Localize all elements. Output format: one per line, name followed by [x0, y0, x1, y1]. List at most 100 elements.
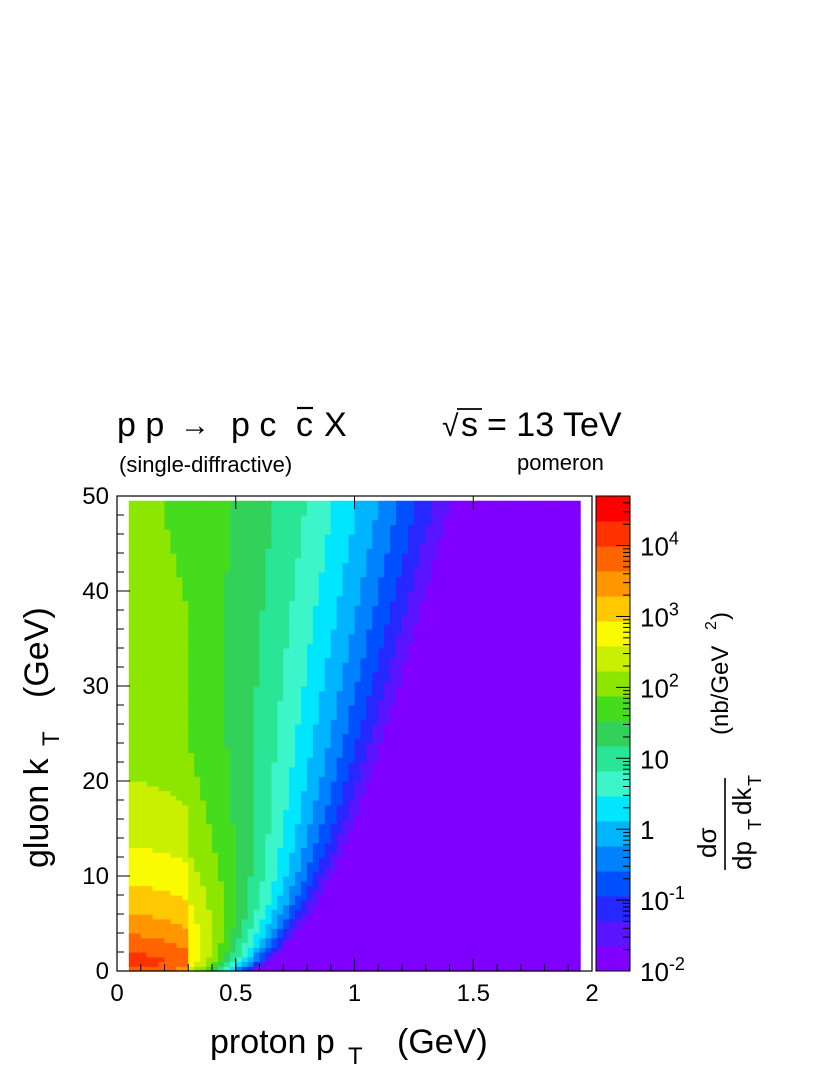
heatmap-cell [188, 880, 195, 887]
heatmap-cell [330, 842, 338, 849]
heatmap-cell [259, 591, 267, 597]
heatmap-cell [348, 534, 356, 540]
heatmap-cell [259, 866, 267, 872]
heatmap-cell [194, 895, 201, 901]
heatmap-cell [289, 743, 296, 749]
heatmap-cell [259, 676, 267, 682]
heatmap-cell [217, 705, 225, 711]
heatmap-cell [128, 952, 136, 958]
heatmap-cell [366, 909, 373, 915]
heatmap-cell [140, 785, 148, 792]
heatmap-cell [241, 662, 249, 668]
heatmap-cell [301, 833, 308, 839]
heatmap-cell [271, 752, 278, 758]
heatmap-cell [307, 643, 314, 649]
heatmap-cell [212, 543, 219, 549]
heatmap-cell [342, 828, 350, 834]
heatmap-cell [158, 956, 166, 963]
heatmap-cell [235, 681, 243, 687]
heatmap-cell [413, 667, 421, 673]
heatmap-cell [407, 538, 415, 545]
heatmap-cell [188, 852, 195, 858]
heatmap-cell [247, 947, 255, 953]
heatmap-cell [312, 614, 320, 621]
heatmap-cell [176, 562, 183, 568]
heatmap-cell [277, 700, 284, 706]
heatmap-cell [295, 662, 302, 668]
heatmap-cell [372, 643, 379, 649]
heatmap-cell [318, 515, 326, 521]
heatmap-cell [354, 695, 362, 701]
heatmap-cell [336, 519, 344, 526]
heatmap-cell [318, 700, 326, 706]
heatmap-cell [378, 643, 385, 649]
heatmap-cell [253, 576, 261, 583]
heatmap-cell [330, 553, 338, 559]
heatmap-cell [348, 800, 356, 806]
heatmap-cell [372, 614, 379, 621]
heatmap-cell [413, 605, 421, 611]
heatmap-cell [271, 814, 278, 820]
heatmap-cell [128, 581, 136, 587]
heatmap-cell [318, 619, 326, 625]
heatmap-cell [265, 918, 272, 925]
heatmap-cell [247, 562, 255, 568]
heatmap-cell [247, 667, 255, 673]
heatmap-cell [419, 671, 427, 678]
heatmap-cell [312, 776, 320, 782]
heatmap-cell [140, 557, 148, 564]
heatmap-cell [407, 671, 415, 678]
heatmap-cell [212, 614, 219, 621]
heatmap-cell [247, 928, 255, 934]
heatmap-cell [402, 690, 409, 697]
heatmap-cell [182, 819, 189, 825]
heatmap-cell [390, 966, 397, 972]
heatmap-cell [229, 700, 237, 706]
heatmap-cell [134, 638, 142, 644]
heatmap-cell [378, 747, 385, 754]
heatmap-cell [324, 800, 332, 806]
heatmap-cell [217, 572, 225, 578]
heatmap-cell [217, 942, 225, 948]
heatmap-cell [283, 681, 290, 687]
heatmap-cell [342, 519, 350, 526]
heatmap-cell [188, 529, 195, 535]
heatmap-cell [170, 610, 177, 616]
heatmap-cell [170, 733, 177, 739]
heatmap-cell [152, 690, 160, 697]
heatmap-cell [253, 809, 261, 815]
heatmap-cell [146, 700, 154, 706]
heatmap-cell [366, 743, 373, 749]
heatmap-cell [318, 790, 326, 796]
heatmap-cell [301, 966, 308, 972]
heatmap-cell [241, 714, 249, 720]
heatmap-cell [312, 705, 320, 711]
heatmap-cell [206, 904, 213, 910]
heatmap-cell [253, 833, 261, 839]
heatmap-cell [277, 752, 284, 758]
heatmap-cell [301, 605, 308, 611]
heatmap-cell [413, 800, 421, 806]
heatmap-cell [241, 771, 249, 777]
heatmap-cell [413, 918, 421, 925]
heatmap-cell [354, 956, 362, 963]
heatmap-cell [342, 581, 350, 587]
heatmap-cell [164, 510, 172, 516]
heatmap-cell [259, 524, 267, 530]
heatmap-cell [235, 899, 243, 906]
heatmap-cell [235, 895, 243, 901]
heatmap-cell [277, 842, 284, 849]
heatmap-cell [360, 557, 367, 564]
heatmap-cell [247, 952, 255, 958]
heatmap-cell [247, 567, 255, 573]
heatmap-cell [212, 510, 219, 516]
heatmap-cell [164, 690, 172, 697]
heatmap-cell [324, 671, 332, 678]
heatmap-cell [140, 933, 148, 939]
heatmap-cell [152, 643, 160, 649]
heatmap-cell [318, 719, 326, 725]
heatmap-cell [342, 562, 350, 568]
heatmap-cell [402, 823, 409, 830]
heatmap-cell [402, 876, 409, 882]
heatmap-cell [128, 785, 136, 792]
